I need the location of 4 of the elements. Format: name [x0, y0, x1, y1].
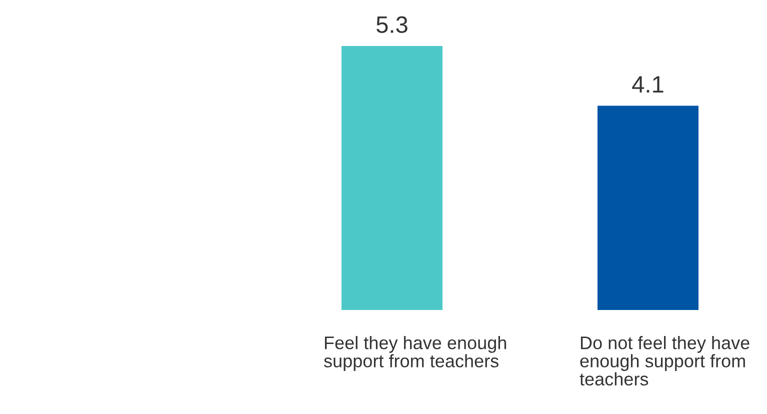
data-label: 4.1 [632, 76, 664, 93]
x-tick-label: Feel they have enough support from teachers [324, 336, 506, 371]
x-tick-label: Do not feel they have enough support from teachers [580, 336, 750, 386]
data-label: 5.3 [376, 16, 408, 33]
